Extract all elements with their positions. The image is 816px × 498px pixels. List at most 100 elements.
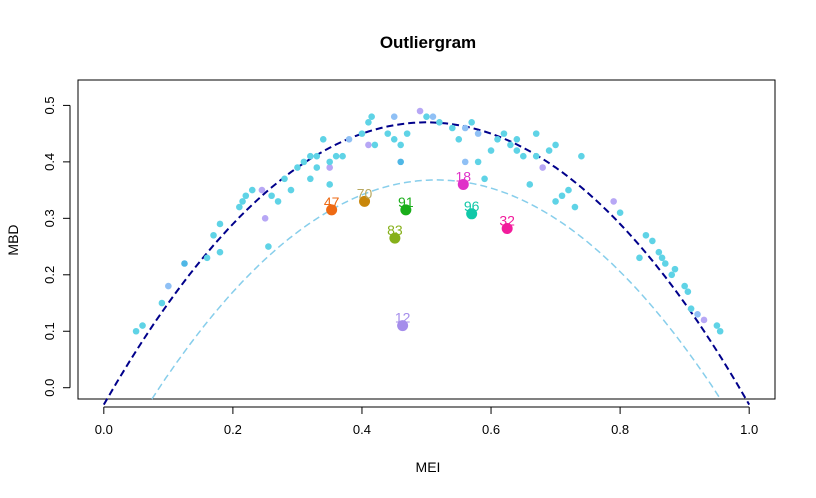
outlier-point — [326, 204, 338, 216]
upper-parabola — [102, 121, 751, 406]
data-point — [661, 260, 669, 267]
x-axis-label: MEI — [416, 459, 441, 475]
data-point — [565, 186, 572, 194]
data-point — [390, 113, 398, 120]
data-point — [461, 124, 469, 132]
data-point — [319, 135, 327, 143]
data-point — [339, 152, 346, 160]
data-point — [365, 141, 372, 149]
data-point — [384, 130, 392, 137]
data-point — [684, 288, 692, 296]
data-point — [368, 113, 375, 120]
data-point — [449, 124, 456, 132]
outlier-label: 12 — [395, 310, 411, 326]
plot-frame — [77, 79, 776, 400]
y-tick-label: 0.1 — [42, 322, 57, 340]
data-point — [313, 152, 321, 160]
data-point — [203, 254, 211, 262]
y-axis: 0.0 0.1 0.2 0.3 0.4 0.5 — [42, 96, 71, 397]
data-point — [539, 164, 546, 171]
data-point — [268, 192, 275, 200]
data-point — [700, 316, 708, 324]
outlier-label: 70 — [357, 185, 373, 201]
data-point — [487, 147, 495, 154]
data-point — [294, 164, 301, 171]
data-point — [210, 231, 217, 239]
data-point — [713, 322, 721, 329]
data-point — [429, 113, 437, 120]
data-point — [261, 215, 269, 222]
data-point — [236, 203, 243, 211]
data-point — [658, 254, 666, 262]
data-point — [248, 186, 256, 194]
outlier-label: 96 — [464, 198, 480, 214]
data-point — [461, 158, 469, 166]
data-point — [552, 141, 559, 149]
data-point — [526, 181, 534, 188]
data-point — [571, 203, 579, 211]
y-tick-label: 0.4 — [42, 153, 57, 171]
data-point — [655, 248, 663, 256]
data-point — [671, 265, 679, 273]
x-tick-label: 0.0 — [95, 422, 113, 437]
data-point — [307, 152, 314, 160]
data-point — [139, 322, 146, 329]
outlier-label: 91 — [398, 194, 414, 210]
data-point — [326, 181, 333, 188]
data-point — [513, 147, 521, 154]
data-point — [558, 192, 566, 200]
data-point — [274, 198, 282, 205]
data-point — [158, 299, 166, 307]
data-point — [649, 237, 656, 245]
data-point — [300, 158, 308, 166]
y-axis-label: MBD — [5, 224, 21, 255]
data-point — [287, 186, 295, 194]
outlier-point — [501, 222, 513, 234]
data-point — [265, 243, 272, 250]
data-point — [687, 305, 695, 312]
reference-curves — [102, 121, 751, 406]
outlier-point — [397, 320, 409, 332]
data-point — [668, 271, 676, 279]
data-point — [500, 130, 508, 137]
data-point — [216, 248, 224, 256]
data-point — [513, 135, 521, 143]
data-point — [281, 175, 288, 183]
data-point — [642, 231, 650, 239]
data-point — [181, 260, 188, 267]
x-tick-label: 0.2 — [224, 422, 242, 437]
data-point — [636, 254, 643, 262]
data-point — [239, 198, 246, 205]
data-point — [397, 158, 404, 166]
outlier-point — [457, 178, 469, 190]
data-point — [436, 119, 443, 126]
outlier-label: 47 — [324, 194, 340, 210]
data-point — [455, 135, 463, 143]
data-point — [397, 141, 404, 149]
outlier-point — [466, 208, 478, 220]
data-point — [313, 164, 321, 171]
data-point — [416, 107, 424, 115]
y-tick-label: 0.2 — [42, 266, 57, 284]
data-point — [371, 141, 379, 149]
data-point — [345, 135, 353, 143]
y-tick-label: 0.5 — [42, 96, 57, 114]
outlier-point — [400, 204, 412, 216]
data-point — [520, 152, 527, 160]
outlier-points: 47 70 91 83 18 96 32 12 — [324, 168, 515, 332]
x-tick-label: 0.8 — [611, 422, 629, 437]
data-point — [332, 152, 340, 160]
y-tick-label: 0.3 — [42, 209, 57, 227]
data-point — [216, 220, 224, 228]
data-point — [507, 141, 514, 149]
y-tick-label: 0.0 — [42, 379, 57, 397]
curve-points — [132, 107, 724, 335]
data-point — [165, 282, 172, 290]
x-tick-label: 1.0 — [740, 422, 758, 437]
data-point — [610, 198, 617, 205]
data-point — [474, 158, 482, 166]
chart-title: Outliergram — [380, 33, 476, 52]
data-point — [132, 327, 140, 335]
x-axis: 0.0 0.2 0.4 0.6 0.8 1.0 — [95, 406, 758, 437]
data-point — [326, 158, 333, 166]
